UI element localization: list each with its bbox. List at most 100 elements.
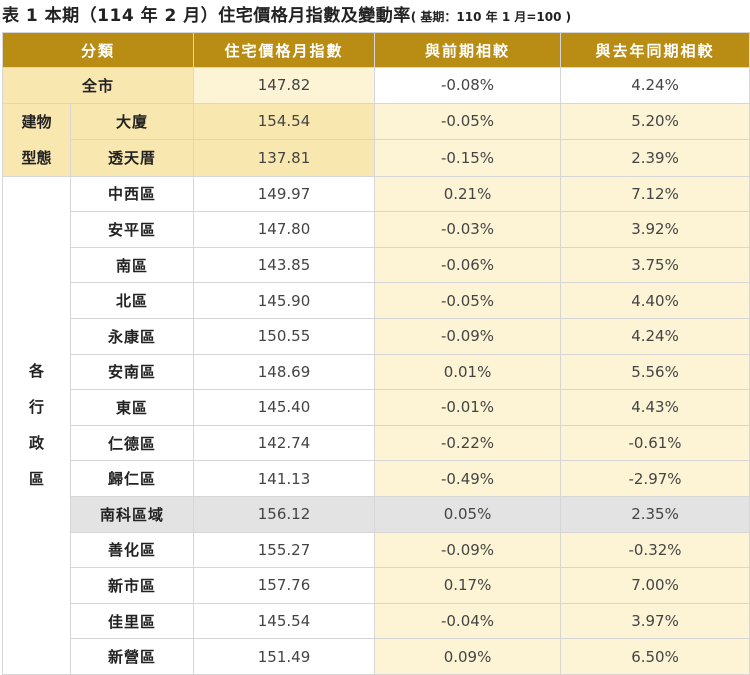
- row-label: 善化區: [69, 531, 195, 569]
- row-label: 新營區: [69, 638, 195, 675]
- table-row: 安南區 148.69 0.01% 5.56%: [3, 353, 750, 391]
- table-row: 新市區 157.76 0.17% 7.00%: [3, 567, 750, 604]
- index-cell: 155.27: [193, 531, 376, 569]
- yoy-cell: 3.97%: [560, 602, 750, 640]
- table-row: 南區 143.85 -0.06% 3.75%: [3, 246, 750, 284]
- price-index-table: 分類 住宅價格月指數 與前期相較 與去年同期相較 全市 147.82 -0.08…: [1, 32, 750, 675]
- table-row: 善化區 155.27 -0.09% -0.32%: [3, 531, 750, 569]
- row-label: 南區: [69, 246, 195, 284]
- table-row: 東區 145.40 -0.01% 4.43%: [3, 389, 750, 426]
- mom-cell: -0.01%: [374, 389, 562, 426]
- yoy-cell: -0.61%: [560, 424, 750, 462]
- row-label: 仁德區: [69, 424, 195, 462]
- yoy-cell: 4.24%: [560, 317, 750, 355]
- index-cell: 154.54: [193, 102, 376, 141]
- index-cell: 145.40: [193, 389, 376, 426]
- row-label: 新市區: [69, 567, 195, 604]
- group-building-type: 建物 型態: [2, 102, 71, 177]
- index-cell: 150.55: [193, 317, 376, 355]
- yoy-cell: 4.43%: [560, 389, 750, 426]
- row-label: 佳里區: [69, 602, 195, 640]
- mom-cell: -0.06%: [374, 246, 562, 284]
- index-cell: 156.12: [193, 495, 376, 533]
- index-cell: 142.74: [193, 424, 376, 462]
- table-row: 新營區 151.49 0.09% 6.50%: [3, 638, 750, 675]
- index-cell: 143.85: [193, 246, 376, 284]
- mom-cell: 0.05%: [374, 495, 562, 533]
- yoy-cell: 6.50%: [560, 638, 750, 675]
- yoy-cell: 2.35%: [560, 495, 750, 533]
- row-label: 東區: [69, 389, 195, 426]
- table-row: 永康區 150.55 -0.09% 4.24%: [3, 317, 750, 355]
- row-label: 透天厝: [69, 139, 195, 177]
- mom-cell: -0.03%: [374, 211, 562, 248]
- yoy-cell: 4.24%: [560, 67, 750, 104]
- index-cell: 148.69: [193, 353, 376, 391]
- mom-cell: -0.09%: [374, 531, 562, 569]
- group-char: 區: [28, 470, 44, 489]
- row-label: 全市: [1, 67, 195, 104]
- yoy-cell: -0.32%: [560, 531, 750, 569]
- yoy-cell: 5.20%: [560, 102, 750, 141]
- index-cell: 149.97: [193, 175, 376, 213]
- index-cell: 147.82: [193, 67, 376, 104]
- table-row-highlight: 南科區域 156.12 0.05% 2.35%: [3, 495, 750, 533]
- mom-cell: -0.05%: [374, 102, 562, 141]
- group-char: 行: [28, 398, 44, 417]
- index-cell: 151.49: [193, 638, 376, 675]
- table-row: 安平區 147.80 -0.03% 3.92%: [3, 211, 750, 248]
- header-category: 分類: [1, 32, 195, 68]
- table-row: 透天厝 137.81 -0.15% 2.39%: [3, 139, 750, 177]
- index-cell: 137.81: [193, 139, 376, 177]
- table-row: 北區 145.90 -0.05% 4.40%: [3, 282, 750, 319]
- yoy-cell: 7.00%: [560, 567, 750, 604]
- yoy-cell: 3.92%: [560, 211, 750, 248]
- header-row: 分類 住宅價格月指數 與前期相較 與去年同期相較: [1, 32, 750, 68]
- table-row: 佳里區 145.54 -0.04% 3.97%: [3, 602, 750, 640]
- index-cell: 141.13: [193, 460, 376, 497]
- row-label: 歸仁區: [69, 460, 195, 497]
- table-row: 各 行 政 區 中西區 149.97 0.21% 7.12%: [2, 175, 750, 675]
- yoy-cell: 2.39%: [560, 139, 750, 177]
- mom-cell: -0.09%: [374, 317, 562, 355]
- table-row: 歸仁區 141.13 -0.49% -2.97%: [3, 460, 750, 497]
- group-char: 各: [28, 362, 44, 381]
- header-yoy: 與去年同期相較: [560, 32, 750, 68]
- index-cell: 147.80: [193, 211, 376, 248]
- mom-cell: 0.01%: [374, 353, 562, 391]
- mom-cell: -0.08%: [374, 67, 562, 104]
- mom-cell: -0.49%: [374, 460, 562, 497]
- table-row-total: 全市 147.82 -0.08% 4.24%: [1, 67, 750, 104]
- table-row: 建物 型態 大廈 154.54 -0.05% 5.20%: [2, 102, 750, 177]
- group-char: 型態: [21, 148, 52, 167]
- row-label: 中西區: [69, 175, 195, 213]
- yoy-cell: 3.75%: [560, 246, 750, 284]
- header-index: 住宅價格月指數: [193, 32, 376, 68]
- group-char: 政: [28, 434, 44, 453]
- index-cell: 145.90: [193, 282, 376, 319]
- table-title: 表 1 本期（114 年 2 月）住宅價格月指數及變動率( 基期：110 年 1…: [2, 4, 571, 28]
- yoy-cell: 5.56%: [560, 353, 750, 391]
- group-char: 建物: [21, 112, 52, 131]
- mom-cell: -0.05%: [374, 282, 562, 319]
- row-label: 北區: [69, 282, 195, 319]
- row-label: 安南區: [69, 353, 195, 391]
- yoy-cell: 4.40%: [560, 282, 750, 319]
- index-cell: 145.54: [193, 602, 376, 640]
- table-title-main: 表 1 本期（114 年 2 月）住宅價格月指數及變動率: [2, 6, 411, 26]
- mom-cell: -0.15%: [374, 139, 562, 177]
- header-mom: 與前期相較: [374, 32, 562, 68]
- group-districts: 各 行 政 區: [2, 175, 71, 675]
- row-label: 永康區: [69, 317, 195, 355]
- row-label: 大廈: [69, 102, 195, 141]
- table-title-base: ( 基期：110 年 1 月=100 ): [410, 10, 572, 24]
- yoy-cell: 7.12%: [560, 175, 750, 213]
- mom-cell: 0.09%: [374, 638, 562, 675]
- row-label: 南科區域: [69, 495, 195, 533]
- mom-cell: 0.21%: [374, 175, 562, 213]
- index-cell: 157.76: [193, 567, 376, 604]
- row-label: 安平區: [69, 211, 195, 248]
- table-row: 仁德區 142.74 -0.22% -0.61%: [3, 424, 750, 462]
- yoy-cell: -2.97%: [560, 460, 750, 497]
- mom-cell: -0.22%: [374, 424, 562, 462]
